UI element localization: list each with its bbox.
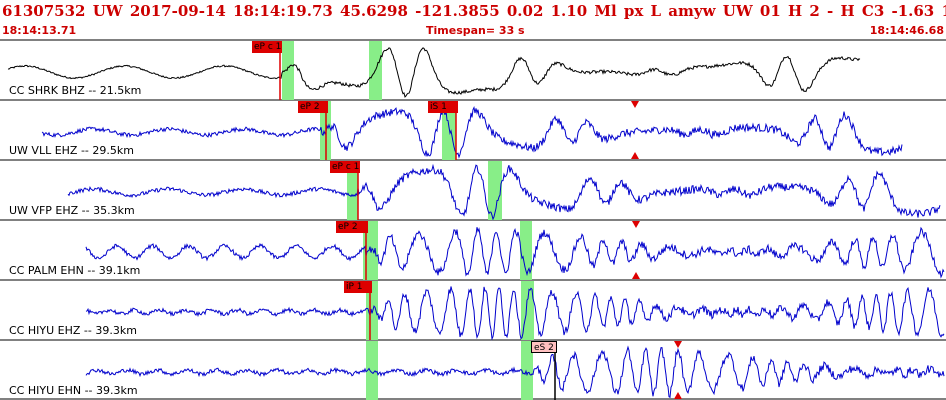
channel-label: CC PALM EHN -- 39.1km	[9, 264, 141, 277]
end-time-label: 18:14:46.68	[869, 24, 944, 37]
amplitude-marker-icon	[631, 152, 639, 159]
channel-trace-row[interactable]	[85, 221, 945, 280]
channel-label: CC HIYU EHN -- 39.3km	[9, 384, 138, 397]
phase-pick-label[interactable]: eP 2	[336, 221, 368, 233]
phase-window-highlight	[442, 101, 456, 160]
channel-label: CC HIYU EHZ -- 39.3km	[9, 324, 137, 337]
waveform-trace	[67, 163, 941, 221]
event-header: 61307532 UW 2017-09-14 18:14:19.73 45.62…	[0, 0, 946, 40]
phase-pick-label[interactable]: eP c 1	[252, 41, 282, 53]
amplitude-marker-icon	[631, 101, 639, 108]
timespan-label: Timespan= 33 s	[426, 24, 525, 37]
phase-pick-label[interactable]: iS 1	[428, 101, 458, 113]
channel-label: UW VLL EHZ -- 29.5km	[9, 144, 134, 157]
phase-pick-label[interactable]: eS 2	[531, 341, 557, 353]
amplitude-marker-icon	[674, 392, 682, 399]
phase-window-highlight	[366, 341, 378, 400]
phase-window-highlight	[282, 41, 294, 100]
channel-trace-row[interactable]	[41, 101, 903, 160]
channel-trace-row[interactable]	[85, 341, 945, 400]
channel-label: CC SHRK BHZ -- 21.5km	[9, 84, 142, 97]
channel-trace-row[interactable]	[7, 41, 861, 100]
channel-trace-row[interactable]	[67, 161, 941, 221]
amplitude-marker-icon	[632, 272, 640, 279]
event-summary-line: 61307532 UW 2017-09-14 18:14:19.73 45.62…	[2, 2, 946, 20]
phase-pick-label[interactable]: eP c 1	[330, 161, 360, 173]
phase-window-highlight	[347, 161, 358, 220]
channel-trace-row[interactable]	[85, 281, 945, 341]
phase-pick-label[interactable]: eP 2	[298, 101, 328, 113]
channel-label: UW VFP EHZ -- 35.3km	[9, 204, 135, 217]
amplitude-marker-icon	[632, 221, 640, 228]
phase-window-highlight	[488, 161, 502, 220]
waveform-trace	[85, 226, 945, 279]
phase-window-highlight	[366, 281, 378, 340]
phase-window-highlight	[520, 221, 532, 280]
phase-pick-label[interactable]: iP 1	[344, 281, 372, 293]
waveform-trace	[41, 106, 903, 159]
waveform-trace	[7, 47, 861, 98]
phase-window-highlight	[521, 341, 533, 400]
amplitude-marker-icon	[674, 341, 682, 348]
waveform-trace	[85, 345, 945, 399]
waveform-trace	[85, 286, 945, 341]
start-time-label: 18:14:13.71	[2, 24, 77, 37]
